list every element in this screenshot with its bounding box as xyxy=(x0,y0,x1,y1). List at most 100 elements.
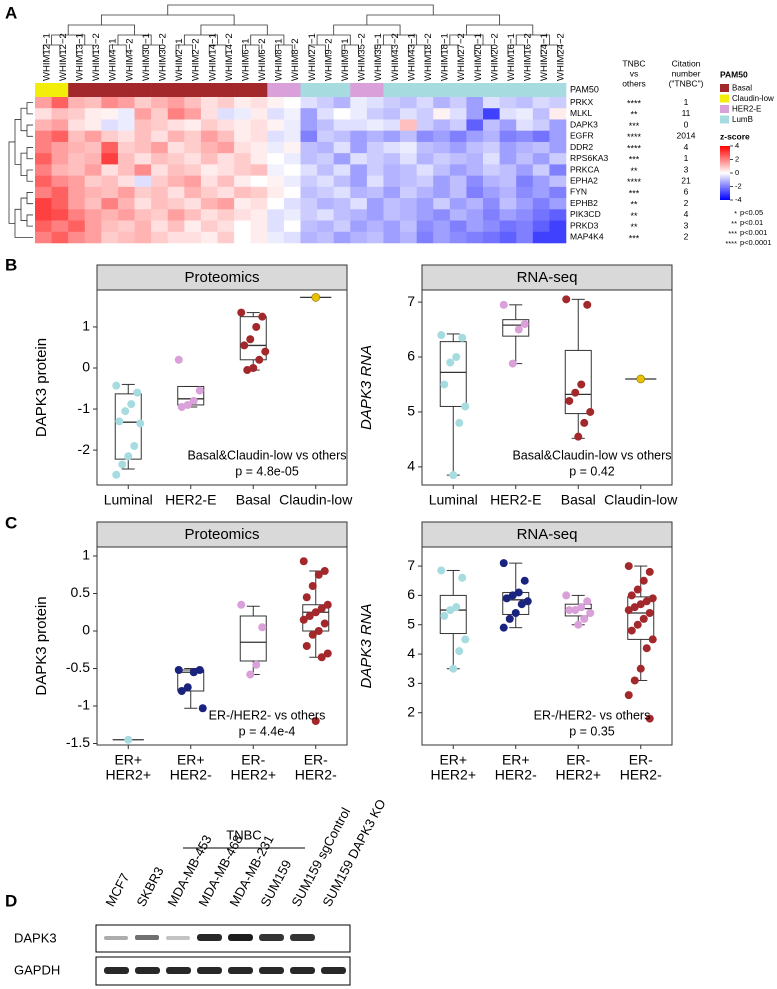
data-point xyxy=(299,615,308,624)
heatmap-cell xyxy=(68,130,86,143)
heatmap-cell xyxy=(549,231,567,244)
data-point xyxy=(630,603,639,612)
heatmap-cell xyxy=(35,97,52,109)
heatmap-cell xyxy=(317,231,334,244)
heatmap-cell xyxy=(532,209,550,221)
heatmap-cell xyxy=(250,220,268,233)
band xyxy=(104,936,128,940)
heatmap-cell xyxy=(167,164,185,176)
annotation: ER-/HER2- vs others xyxy=(209,708,326,722)
colorbar xyxy=(720,146,730,200)
heatmap-cell xyxy=(366,153,384,165)
band xyxy=(259,934,284,941)
heatmap-cell xyxy=(117,186,135,199)
heatmap-cell xyxy=(317,130,334,143)
citation-count: 4 xyxy=(684,142,689,152)
legend-swatch xyxy=(720,115,729,124)
band xyxy=(166,936,190,940)
heatmap-cell xyxy=(433,153,451,165)
annotation-cell xyxy=(400,83,417,97)
data-point xyxy=(437,331,446,340)
plot-frame xyxy=(96,289,348,486)
band xyxy=(197,967,222,974)
heatmap-cell xyxy=(101,209,119,221)
heatmap-cell xyxy=(350,141,368,154)
heatmap-cell xyxy=(366,231,384,244)
dendrogram xyxy=(20,152,27,177)
heatmap-cell xyxy=(151,186,169,199)
data-point xyxy=(571,606,580,615)
heatmap-cell xyxy=(267,175,285,188)
heatmap-cell xyxy=(366,220,384,233)
heatmap-cell xyxy=(68,186,86,199)
heatmap-cell xyxy=(400,175,417,188)
heatmap-cell xyxy=(267,141,285,154)
heatmap-cell xyxy=(333,175,351,188)
row-label: EPHA2 xyxy=(570,175,598,185)
data-point xyxy=(258,312,267,321)
heatmap-cell xyxy=(499,141,517,154)
heatmap-cell xyxy=(333,209,351,221)
heatmap-cell xyxy=(532,220,550,233)
data-point xyxy=(499,300,508,309)
column-label: WHIM14−2 xyxy=(224,33,235,81)
citation-count: 3 xyxy=(684,220,689,230)
data-point xyxy=(237,308,246,317)
column-label: WHIM18−2 xyxy=(423,33,434,81)
heatmap-cell xyxy=(416,186,434,199)
heatmap-cell xyxy=(35,164,52,176)
heatmap-cell xyxy=(400,97,417,109)
heatmap-cell xyxy=(134,220,152,233)
heatmap-cell xyxy=(234,97,252,109)
annotation-cell xyxy=(283,83,301,97)
heatmap-cell xyxy=(134,198,152,210)
heatmap-cell xyxy=(35,220,52,233)
heatmap-cell xyxy=(250,97,268,109)
data-point xyxy=(502,594,511,603)
plot-frame xyxy=(96,546,348,746)
heatmap-cell xyxy=(101,175,119,188)
heatmap-cell xyxy=(383,153,401,165)
heatmap-cell xyxy=(317,198,334,210)
x-tick-label: ER- xyxy=(629,752,653,768)
significance: ** xyxy=(630,166,638,176)
sig-label: p<0.01 xyxy=(740,218,763,227)
lane-label: SKBR3 xyxy=(133,864,166,909)
x-tick-label: HER2+ xyxy=(230,767,276,783)
annotation: Basal&Claudin-low vs others xyxy=(187,448,346,462)
annotation-cell xyxy=(51,83,69,97)
legend-title: PAM50 xyxy=(720,69,748,79)
heatmap-cell xyxy=(549,186,567,199)
heatmap-cell xyxy=(117,231,135,244)
significance: **** xyxy=(627,132,642,142)
heatmap-cell xyxy=(400,231,417,244)
annotation-cell xyxy=(333,83,351,97)
annotation-cell xyxy=(300,83,318,97)
heatmap-cell xyxy=(300,175,318,188)
heatmap-cell xyxy=(383,141,401,154)
heatmap-cell xyxy=(350,164,368,176)
heatmap-cell xyxy=(383,231,401,244)
citation-count: 1 xyxy=(684,153,689,163)
heatmap-cell xyxy=(51,153,69,165)
data-point xyxy=(499,623,508,632)
heatmap-cell xyxy=(184,164,202,176)
heatmap-cell xyxy=(167,141,185,154)
data-point xyxy=(633,620,642,629)
annotation-cell xyxy=(449,83,467,97)
heatmap-cell xyxy=(449,209,467,221)
heatmap-cell xyxy=(84,186,102,199)
dendrogram xyxy=(8,141,15,224)
heatmap-cell xyxy=(483,164,500,176)
heatmap-cell xyxy=(184,141,202,154)
heatmap-cell xyxy=(300,220,318,233)
heatmap-cell xyxy=(333,130,351,143)
heatmap-cell xyxy=(167,97,185,109)
column-header: ("TNBC") xyxy=(669,78,704,88)
heatmap-cell xyxy=(35,153,52,165)
heatmap-cell xyxy=(283,141,301,154)
column-label: WHIM27−1 xyxy=(307,33,318,81)
data-point xyxy=(320,619,329,628)
column-header: number xyxy=(672,68,701,78)
column-label: WHIM16−2 xyxy=(523,33,534,81)
